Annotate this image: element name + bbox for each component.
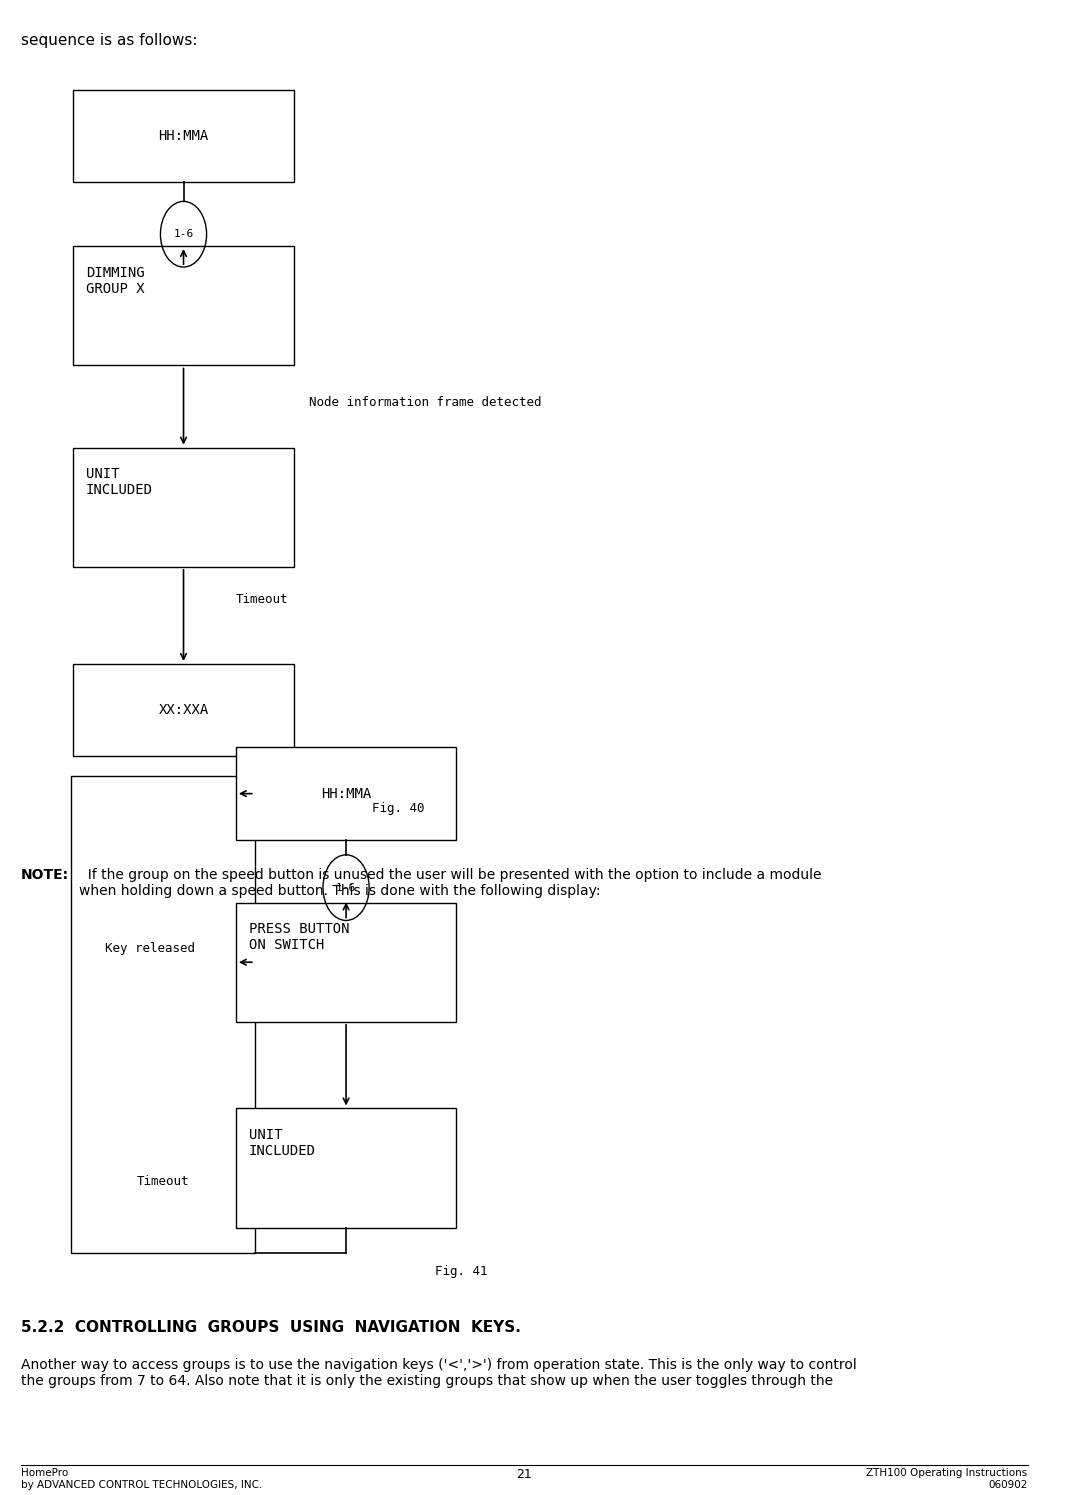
Text: NOTE:: NOTE: (21, 869, 70, 882)
Text: Key released: Key released (105, 942, 195, 955)
FancyBboxPatch shape (74, 447, 293, 567)
FancyBboxPatch shape (236, 903, 456, 1023)
Text: Timeout: Timeout (136, 1175, 188, 1189)
Text: UNIT
INCLUDED: UNIT INCLUDED (86, 466, 153, 498)
FancyBboxPatch shape (74, 90, 293, 182)
FancyBboxPatch shape (74, 664, 293, 756)
Text: DIMMING
GROUP X: DIMMING GROUP X (86, 266, 145, 296)
Text: Another way to access groups is to use the navigation keys ('<','>') from operat: Another way to access groups is to use t… (21, 1357, 857, 1387)
Text: sequence is as follows:: sequence is as follows: (21, 33, 197, 48)
Text: Node information frame detected: Node information frame detected (310, 396, 542, 410)
Text: PRESS BUTTON
ON SWITCH: PRESS BUTTON ON SWITCH (248, 922, 349, 952)
FancyBboxPatch shape (74, 247, 293, 365)
Text: Fig. 41: Fig. 41 (435, 1265, 487, 1278)
Text: Timeout: Timeout (236, 594, 288, 605)
Text: UNIT
INCLUDED: UNIT INCLUDED (248, 1127, 316, 1159)
Text: 21: 21 (516, 1468, 532, 1482)
Text: ZTH100 Operating Instructions
060902: ZTH100 Operating Instructions 060902 (866, 1468, 1028, 1489)
Text: HomePro
by ADVANCED CONTROL TECHNOLOGIES, INC.: HomePro by ADVANCED CONTROL TECHNOLOGIES… (21, 1468, 262, 1489)
FancyBboxPatch shape (236, 1108, 456, 1227)
Text: If the group on the speed button is unused the user will be presented with the o: If the group on the speed button is unus… (78, 869, 821, 898)
Text: 1-6: 1-6 (336, 882, 357, 893)
Text: XX:XXA: XX:XXA (159, 703, 209, 718)
Text: Fig. 40: Fig. 40 (373, 801, 425, 815)
Text: HH:MMA: HH:MMA (159, 129, 209, 142)
Text: HH:MMA: HH:MMA (321, 786, 372, 801)
Text: 1-6: 1-6 (174, 229, 194, 239)
Text: 5.2.2  CONTROLLING  GROUPS  USING  NAVIGATION  KEYS.: 5.2.2 CONTROLLING GROUPS USING NAVIGATIO… (21, 1320, 521, 1335)
FancyBboxPatch shape (72, 776, 255, 1253)
FancyBboxPatch shape (236, 748, 456, 840)
